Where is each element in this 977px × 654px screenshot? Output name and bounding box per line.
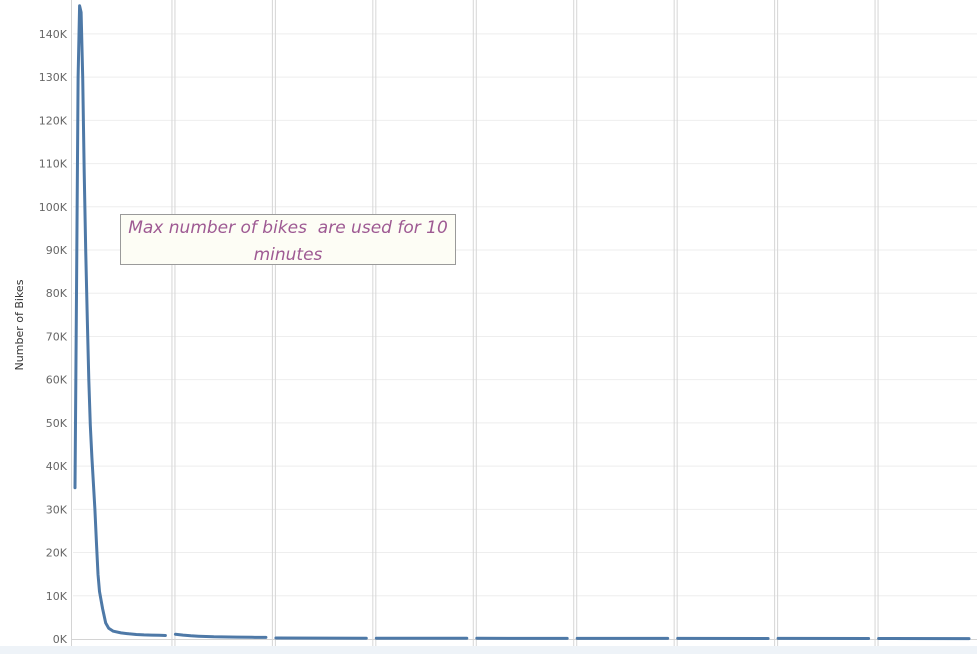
y-tick-label: 140K [39, 28, 68, 41]
y-tick-label: 130K [39, 71, 68, 84]
series-line-panel-1 [73, 4, 167, 637]
gridlines [73, 33, 977, 597]
y-tick-label: 30K [46, 503, 68, 516]
y-tick-label: 80K [46, 287, 68, 300]
y-tick-label: 20K [46, 547, 68, 560]
y-tick-label: 50K [46, 417, 68, 430]
y-tick-label: 60K [46, 374, 68, 387]
annotation-box: Max number of bikes are used for 10 minu… [120, 214, 456, 265]
y-tick-label: 100K [39, 201, 68, 214]
y-tick-label: 110K [39, 158, 68, 171]
y-tick-label: 0K [53, 633, 68, 646]
y-tick-label: 90K [46, 244, 68, 257]
data-series [73, 4, 971, 641]
y-tick-label: 10K [46, 590, 68, 603]
bottom-scroll-strip [0, 646, 977, 654]
y-tick-label: 120K [39, 114, 68, 127]
series-line-panel-2 [173, 632, 268, 639]
y-axis-label: Number of Bikes [13, 279, 26, 370]
panel-separators [171, 0, 879, 646]
y-axis-ticks: 0K 10K 20K 30K 40K 50K 60K 70K 80K 90K 100K 110K 120… [39, 28, 68, 646]
y-tick-label: 70K [46, 330, 68, 343]
y-tick-label: 40K [46, 460, 68, 473]
